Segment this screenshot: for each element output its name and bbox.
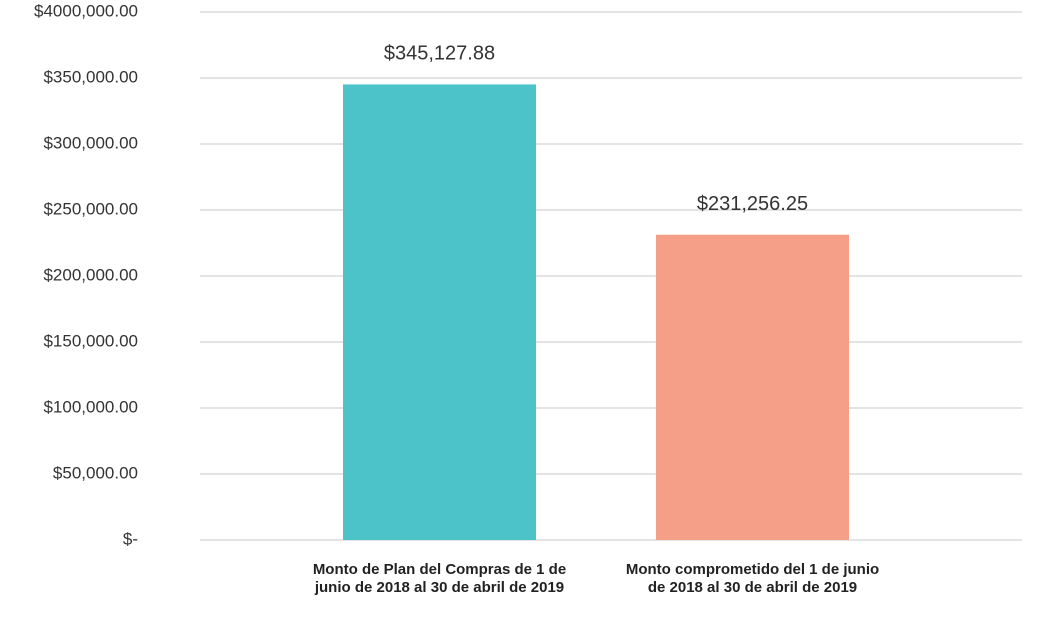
- y-tick-label: $250,000.00: [43, 199, 138, 218]
- y-tick-label: $200,000.00: [43, 265, 138, 284]
- x-tick-label: Monto comprometido del 1 de junio de 201…: [625, 561, 880, 596]
- value-label: $345,127.88: [384, 43, 495, 65]
- y-tick-label: $300,000.00: [43, 133, 138, 152]
- y-tick-label: $-: [123, 529, 138, 548]
- y-tick-label: $350,000.00: [43, 67, 138, 86]
- bar: [343, 84, 536, 540]
- y-tick-label: $4000,000.00: [34, 1, 138, 20]
- value-label: $231,256.25: [697, 193, 808, 215]
- bar: [656, 234, 849, 540]
- y-tick-label: $150,000.00: [43, 331, 138, 350]
- x-tick-label: Monto de Plan del Compras de 1 de junio …: [312, 561, 567, 596]
- y-tick-label: $50,000.00: [53, 463, 138, 482]
- y-tick-label: $100,000.00: [43, 397, 138, 416]
